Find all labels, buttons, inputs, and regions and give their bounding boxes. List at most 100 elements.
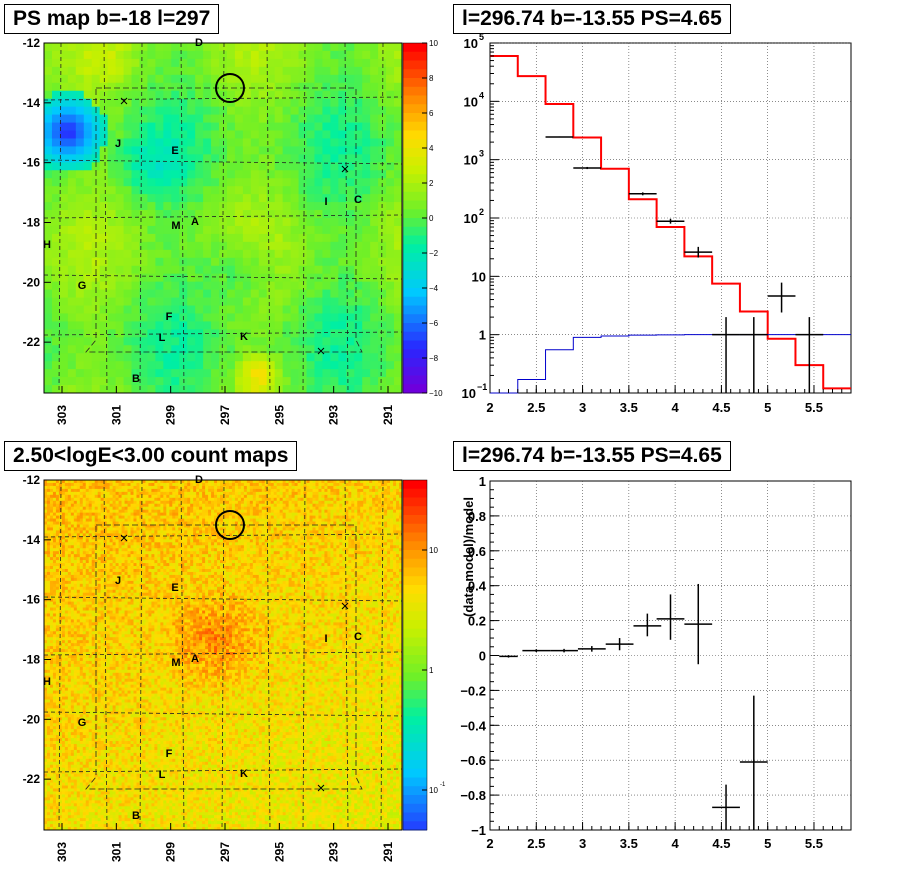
heatmap-cell [314,82,323,92]
heatmap-cell [242,186,252,195]
heatmap-cell [97,568,102,573]
heatmap-cell [314,162,323,171]
heatmap-cell [97,803,102,807]
heatmap-cell [322,130,331,139]
heatmap-cell [106,628,111,632]
heatmap-cell [314,186,323,195]
heatmap-cell [61,631,66,635]
heatmap-cell [97,746,102,751]
heatmap-cell [106,666,111,671]
heatmap-cell [123,377,132,386]
heatmap-cell [106,726,111,730]
heatmap-cell [219,345,228,354]
heatmap-cell [94,678,99,683]
heatmap-cell [51,289,61,298]
heatmap-cell [226,43,236,52]
heatmap-cell [52,660,57,665]
heatmap-cell [64,729,69,733]
heatmap-cell [242,369,252,378]
heatmap-cell [52,782,57,786]
heatmap-cell [76,631,81,635]
heatmap-cell [179,345,188,354]
heatmap-cell [82,714,87,718]
heatmap-cell [52,663,57,668]
heatmap-cell [58,539,63,543]
heatmap-cell [44,194,53,203]
heatmap-cell [49,548,54,552]
heatmap-cell [55,646,60,650]
heatmap-cell [82,663,87,668]
heatmap-cell [44,761,48,766]
heatmap-cell [44,225,53,235]
heatmap-cell [97,806,102,810]
heatmap-cell [290,257,299,267]
heatmap-cells [44,480,403,831]
heatmap-cell [378,114,387,123]
heatmap-cell [64,696,69,700]
heatmap-cell [234,305,244,314]
heatmap-cell [55,652,60,656]
heatmap-cell [76,655,81,659]
heatmap-cell [61,548,66,552]
heatmap-cell [362,257,371,267]
heatmap-cell [171,345,180,354]
heatmap-cell [64,735,69,739]
heatmap-cell [76,574,81,579]
heatmap-cell [46,815,51,819]
heatmap-cell [67,138,77,147]
heatmap-cell [44,806,48,810]
heatmap-cell [314,106,323,115]
heatmap-cell [195,305,204,314]
heatmap-cell [97,616,102,620]
heatmap-cell [88,672,93,677]
heatmap-cell [97,586,102,591]
heatmap-cell [67,536,72,540]
heatmap-cell [82,533,87,537]
heatmap-cell [44,577,48,582]
heatmap-cell [64,536,69,540]
heatmap-cell [94,539,99,543]
heatmap-cell [44,58,53,68]
heatmap-cell [354,82,363,92]
heatmap-cell [79,776,84,780]
heatmap-cell [70,548,75,552]
heatmap-cell [106,598,111,603]
heatmap-cell [44,574,48,579]
heatmap-cell [330,162,339,171]
heatmap-cell [67,146,77,155]
colorbar-cell [403,349,427,359]
heatmap-cell [94,746,99,751]
heatmap-cell [67,637,72,641]
heatmap-cell [109,657,114,662]
heatmap-cell [115,130,124,139]
heatmap-cell [61,678,66,683]
heatmap-cell [394,249,403,259]
heatmap-cell [44,613,48,617]
heatmap-cell [100,809,105,813]
heatmap-cell [219,265,228,275]
heatmap-cell [171,218,180,227]
heatmap-cell [70,669,75,674]
heatmap-cell [55,773,60,778]
heatmap-cell [79,518,84,522]
heatmap-cell [234,130,244,139]
heatmap-cell [250,74,260,84]
heatmap-cell [386,122,395,131]
heatmap-cell [211,289,220,298]
heatmap-cell [94,681,99,686]
heatmap-cell [91,791,96,795]
heatmap-cell [139,273,148,283]
heatmap-cell [51,281,61,290]
heatmap-cell [106,660,111,665]
heatmap-cell [76,554,81,558]
heatmap-cell [55,589,60,594]
heatmap-cell [44,687,48,691]
heatmap-cell [52,497,57,502]
heatmap-cell [49,797,54,801]
heatmap-cell [163,361,172,370]
heatmap-cell [106,690,111,694]
heatmap-cell [219,377,228,386]
heatmap-cell [306,361,315,370]
x-tick-label: 4 [672,400,680,415]
heatmap-cell [46,791,51,795]
